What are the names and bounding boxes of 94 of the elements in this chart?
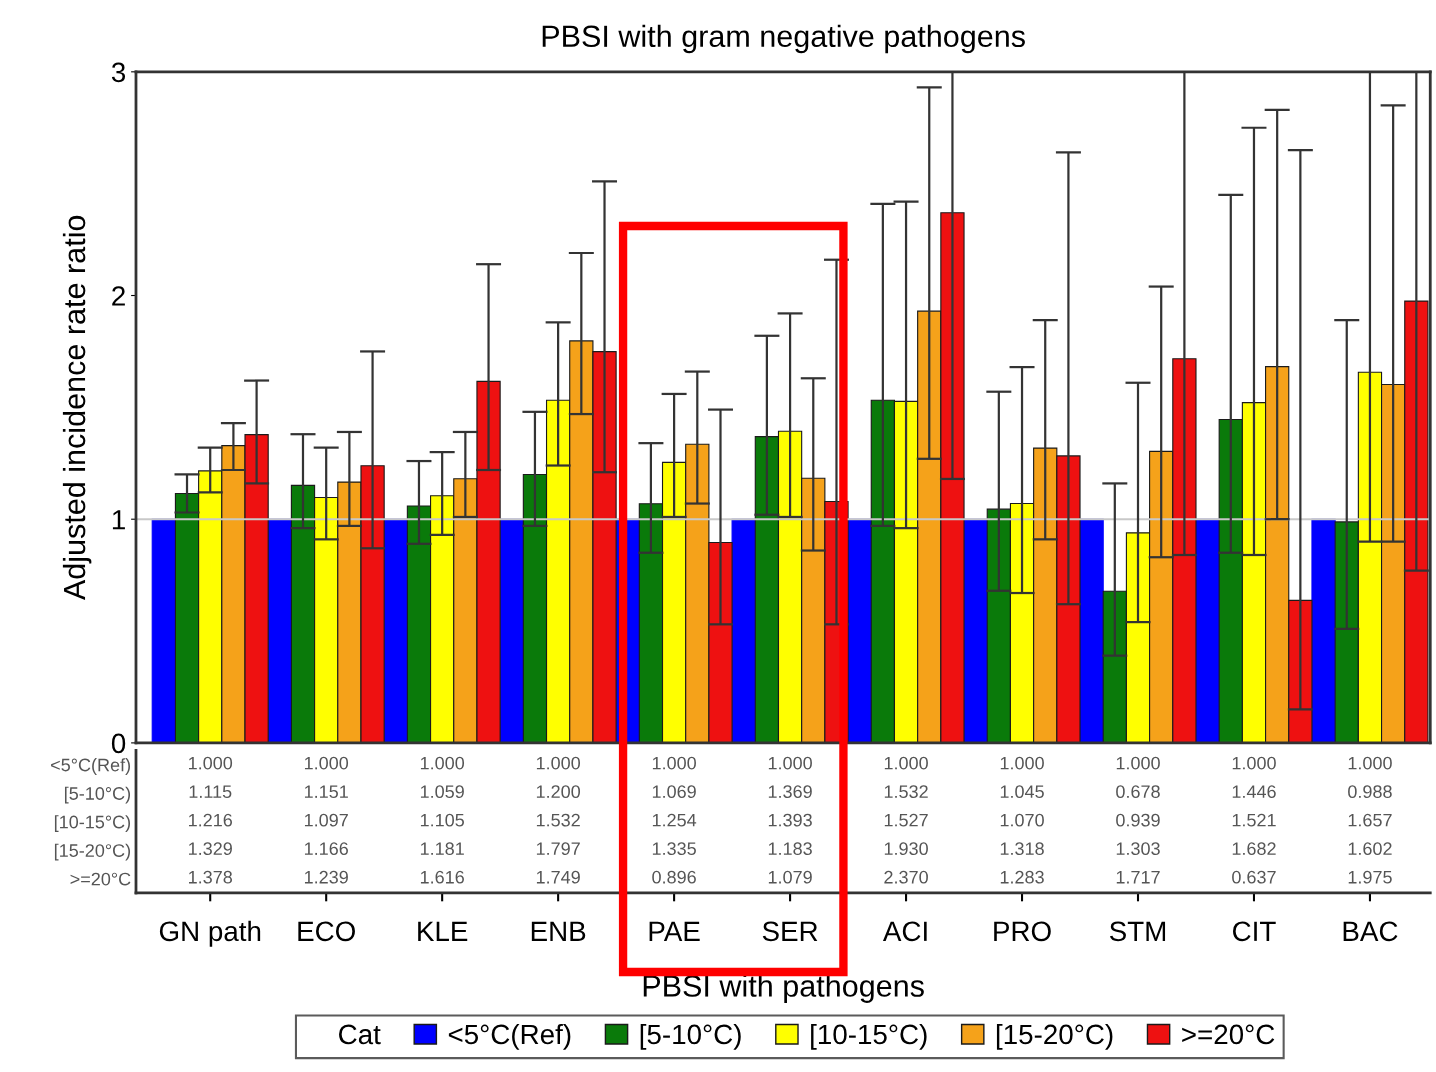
data-label: 1.115 [189,785,232,799]
data-label: 1.000 [1000,756,1044,770]
data-label: 1.975 [1348,870,1392,884]
x-tick-label: ACI [882,921,927,942]
y-tick-label: 2 [112,286,125,306]
data-label: 1.000 [536,756,581,770]
data-label: 1.151 [304,785,348,799]
data-label: 1.254 [652,813,697,827]
data-label: 1.930 [884,842,928,856]
data-label: 1.318 [1000,842,1044,856]
data-label: 1.000 [189,756,233,770]
data-label: 1.000 [1116,756,1160,770]
bar [1195,518,1220,743]
text: [15-20°C) [54,843,131,861]
text: >=20°C [70,872,131,886]
data-label: 1.446 [1232,785,1276,799]
data-label: 0.678 [1116,785,1160,799]
data-label: 1.602 [1348,842,1392,856]
text: <5°C(Ref) [51,758,131,775]
data-label: 1.283 [1000,870,1044,884]
data-label: 1.378 [189,870,233,884]
data-label: 1.059 [420,785,464,799]
x-tick-label: CIT [1233,921,1276,942]
data-label: 1.069 [652,785,696,799]
data-label: 1.216 [189,813,233,827]
data-label: 1.521 [1232,813,1276,827]
data-label: 1.079 [768,870,812,884]
data-label: 1.000 [768,756,812,770]
data-label: 0.988 [1348,785,1392,799]
x-tick-label: GN path [159,920,261,947]
data-label: 1.532 [536,813,580,827]
x-tick-label: PAE [649,921,700,941]
data-label: 1.045 [1000,785,1044,799]
data-label: 1.000 [652,756,696,770]
legend-label: <5°C(Ref) [448,1023,571,1050]
data-label: 1.000 [884,756,928,770]
data-label: 1.070 [1000,813,1044,827]
x-tick-label: BAC [1343,921,1398,942]
data-label: 1.183 [768,842,812,856]
legend-label: >=20°C [1182,1024,1275,1045]
x-tick-label: STM [1109,921,1166,942]
data-label: 1.532 [884,785,928,799]
y-axis-title: Adjusted incidence rate ratio [62,215,92,601]
x-tick-label: PRO [994,921,1051,942]
data-label: 1.616 [420,870,464,884]
data-label: 2.370 [884,870,928,884]
bar [499,518,524,743]
data-label: 1.329 [189,842,232,856]
legend-label: [15-20°C) [996,1023,1113,1050]
data-label: 1.181 [420,842,464,856]
y-tick-label: 3 [111,62,126,83]
data-label: 1.682 [1232,842,1276,856]
data-label: 1.657 [1348,813,1392,827]
bar [383,518,408,743]
data-label: 1.166 [304,842,348,856]
bar [151,518,176,743]
text: [10-15°C) [54,815,131,832]
data-label: 1.239 [304,870,348,884]
legend-title: Cat [339,1024,381,1045]
data-label: 0.637 [1232,870,1276,884]
data-label: 1.797 [536,842,580,856]
chart-title: PBSI with gram negative pathogens [542,24,1025,54]
data-label: 1.097 [304,813,348,827]
data-label: 1.527 [884,813,928,827]
y-tick-label: 0 [111,733,126,754]
bar [963,518,988,743]
text: [5-10°C) [64,786,131,804]
x-tick-label: KLE [418,921,468,941]
data-label: 1.335 [652,842,696,856]
data-label: 1.000 [304,756,349,770]
bar [847,518,872,743]
data-label: 0.939 [1116,813,1160,827]
data-label: 1.105 [420,813,464,827]
data-label: 1.200 [536,785,581,799]
legend-label: [5-10°C) [640,1023,741,1050]
data-label: 1.393 [768,813,812,827]
x-tick-label: ENB [531,921,586,941]
legend-label: [10-15°C) [811,1023,927,1050]
x-tick-label: ECO [298,921,355,942]
data-label: 1.000 [1232,756,1276,770]
x-tick-label: SER [762,921,818,942]
data-label: 1.000 [1348,756,1392,770]
data-label: 1.717 [1116,870,1160,884]
bar [1311,518,1336,743]
x-axis-title: PBSI with pathogens [643,974,924,1003]
y-tick-label: 1 [112,510,125,530]
bar [731,518,756,743]
data-label: 1.369 [768,785,812,799]
bar [267,518,292,743]
data-label: 1.303 [1116,842,1160,856]
bar [1079,518,1104,743]
data-label: 0.896 [652,870,696,884]
data-label: 1.000 [420,756,465,770]
data-label: 1.749 [536,870,580,884]
